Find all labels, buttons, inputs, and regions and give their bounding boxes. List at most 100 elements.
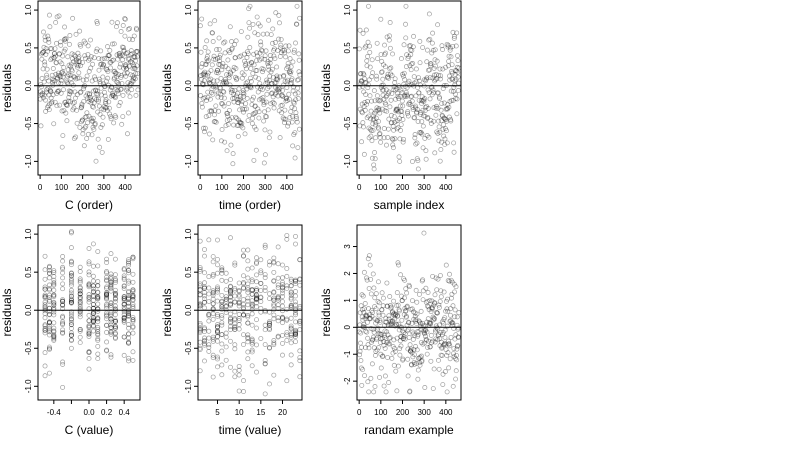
data-point bbox=[112, 335, 118, 341]
data-point bbox=[223, 304, 229, 310]
data-point bbox=[82, 40, 88, 46]
data-point bbox=[293, 332, 298, 337]
data-point bbox=[68, 294, 74, 299]
data-point bbox=[126, 288, 132, 294]
y-axis-label: residuals bbox=[319, 64, 333, 112]
data-point bbox=[77, 327, 83, 332]
data-point bbox=[42, 322, 48, 328]
data-point bbox=[237, 94, 243, 100]
y-tick-label: 1.0 bbox=[24, 228, 33, 240]
data-point bbox=[414, 109, 420, 115]
data-point bbox=[121, 334, 127, 340]
data-point bbox=[46, 267, 52, 273]
y-tick-label: -1.0 bbox=[24, 154, 33, 168]
data-point bbox=[95, 263, 101, 269]
data-point bbox=[104, 339, 110, 345]
data-point bbox=[40, 50, 46, 55]
data-point bbox=[112, 292, 118, 298]
data-point bbox=[454, 64, 460, 70]
data-point bbox=[262, 327, 268, 333]
data-point bbox=[425, 316, 431, 322]
data-point bbox=[272, 80, 278, 86]
data-point bbox=[199, 16, 205, 22]
data-point bbox=[202, 253, 207, 259]
data-point bbox=[40, 50, 45, 56]
data-point bbox=[416, 90, 422, 96]
data-point bbox=[357, 348, 363, 354]
data-point bbox=[288, 276, 294, 282]
data-point bbox=[232, 374, 238, 380]
data-point bbox=[382, 108, 388, 114]
data-point bbox=[271, 338, 277, 343]
data-point bbox=[42, 286, 48, 292]
data-point bbox=[412, 333, 418, 339]
data-point bbox=[226, 72, 232, 78]
data-point bbox=[245, 302, 251, 308]
data-point bbox=[63, 101, 69, 107]
data-point bbox=[402, 94, 408, 100]
data-point bbox=[284, 317, 290, 323]
data-point bbox=[383, 316, 389, 322]
data-point bbox=[375, 97, 381, 103]
data-point bbox=[108, 330, 114, 335]
data-point bbox=[291, 47, 297, 53]
data-point bbox=[90, 273, 96, 279]
data-point bbox=[112, 319, 118, 325]
data-point bbox=[271, 100, 277, 106]
data-point bbox=[432, 316, 438, 322]
data-point bbox=[44, 87, 50, 93]
data-point bbox=[90, 294, 96, 300]
data-point bbox=[112, 295, 118, 301]
data-point bbox=[202, 95, 208, 101]
data-point bbox=[418, 308, 424, 314]
data-point bbox=[253, 127, 259, 132]
data-point bbox=[270, 94, 276, 100]
data-point bbox=[213, 103, 219, 109]
data-point bbox=[59, 70, 65, 76]
data-point bbox=[383, 389, 389, 395]
data-point bbox=[215, 324, 220, 330]
data-point bbox=[249, 311, 255, 317]
data-point bbox=[117, 53, 123, 59]
data-point bbox=[394, 335, 400, 341]
data-point bbox=[87, 96, 93, 102]
data-point bbox=[454, 346, 460, 352]
data-point bbox=[258, 42, 264, 48]
data-point bbox=[249, 265, 255, 271]
data-point bbox=[410, 354, 416, 360]
data-point bbox=[245, 285, 251, 291]
data-point bbox=[51, 273, 57, 279]
data-point bbox=[95, 278, 101, 284]
data-point bbox=[243, 101, 249, 107]
data-point bbox=[223, 344, 229, 350]
data-point bbox=[210, 288, 216, 294]
data-point bbox=[422, 135, 428, 141]
data-point bbox=[439, 113, 445, 119]
data-point bbox=[369, 313, 375, 319]
data-point bbox=[215, 68, 220, 73]
data-point bbox=[228, 277, 233, 283]
data-point bbox=[293, 334, 298, 339]
data-point bbox=[80, 77, 86, 83]
data-point bbox=[59, 144, 65, 150]
data-point bbox=[64, 102, 70, 108]
data-point bbox=[130, 319, 136, 324]
data-point bbox=[430, 338, 436, 344]
data-point bbox=[446, 104, 452, 110]
data-point bbox=[359, 110, 365, 116]
data-point bbox=[432, 47, 438, 53]
data-point bbox=[449, 279, 455, 285]
data-point bbox=[363, 328, 369, 334]
data-point bbox=[423, 104, 428, 110]
data-point bbox=[100, 64, 106, 70]
data-point bbox=[425, 345, 431, 350]
data-point bbox=[366, 306, 371, 312]
data-point bbox=[366, 345, 372, 351]
data-point bbox=[431, 72, 437, 78]
data-point bbox=[74, 59, 79, 65]
data-point bbox=[219, 341, 225, 347]
data-point bbox=[435, 130, 441, 136]
data-point bbox=[368, 276, 374, 282]
data-point bbox=[104, 294, 110, 300]
data-point bbox=[392, 349, 398, 354]
